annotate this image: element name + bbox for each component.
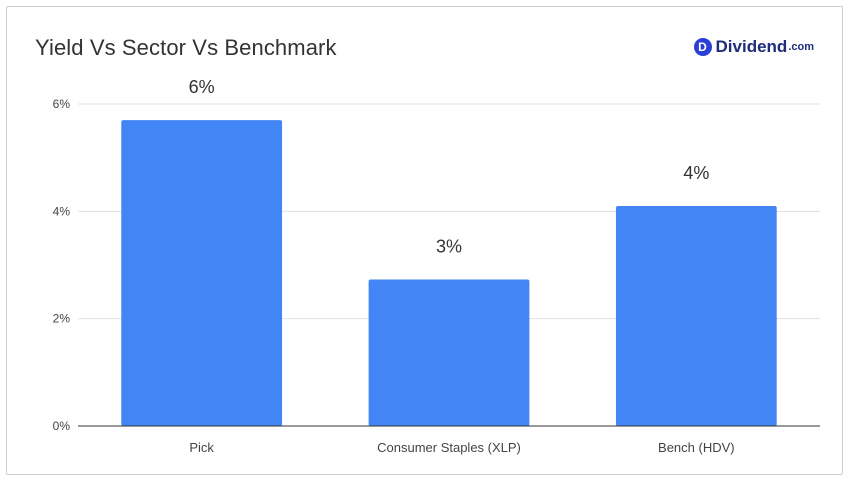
- x-tick-label: Bench (HDV): [658, 440, 735, 455]
- y-tick-label: 6%: [53, 97, 71, 111]
- y-tick-label: 4%: [53, 204, 71, 218]
- bar[interactable]: [368, 279, 530, 426]
- bar-value-label: 6%: [189, 77, 215, 97]
- bar[interactable]: [615, 205, 777, 426]
- dividend-logo-icon: D: [693, 38, 712, 56]
- data-labels: 6% 3% 4%: [189, 77, 710, 256]
- bars: [121, 120, 777, 426]
- brand-name: Dividend: [715, 37, 788, 56]
- bar-value-label: 4%: [683, 163, 709, 183]
- y-tick-label: 0%: [53, 419, 71, 433]
- chart-title: Yield Vs Sector Vs Benchmark: [35, 35, 337, 60]
- brand-tld: .com: [788, 41, 814, 53]
- y-axis-ticks: 0% 2% 4% 6%: [53, 97, 71, 433]
- y-tick-label: 2%: [53, 312, 71, 326]
- x-tick-label: Consumer Staples (XLP): [377, 440, 521, 455]
- x-axis-ticks: Pick Consumer Staples (XLP) Bench (HDV): [189, 440, 734, 455]
- bar-value-label: 3%: [436, 236, 462, 256]
- x-tick-label: Pick: [189, 440, 214, 455]
- bar[interactable]: [121, 120, 283, 426]
- brand-logo[interactable]: D Dividend .com: [693, 37, 814, 57]
